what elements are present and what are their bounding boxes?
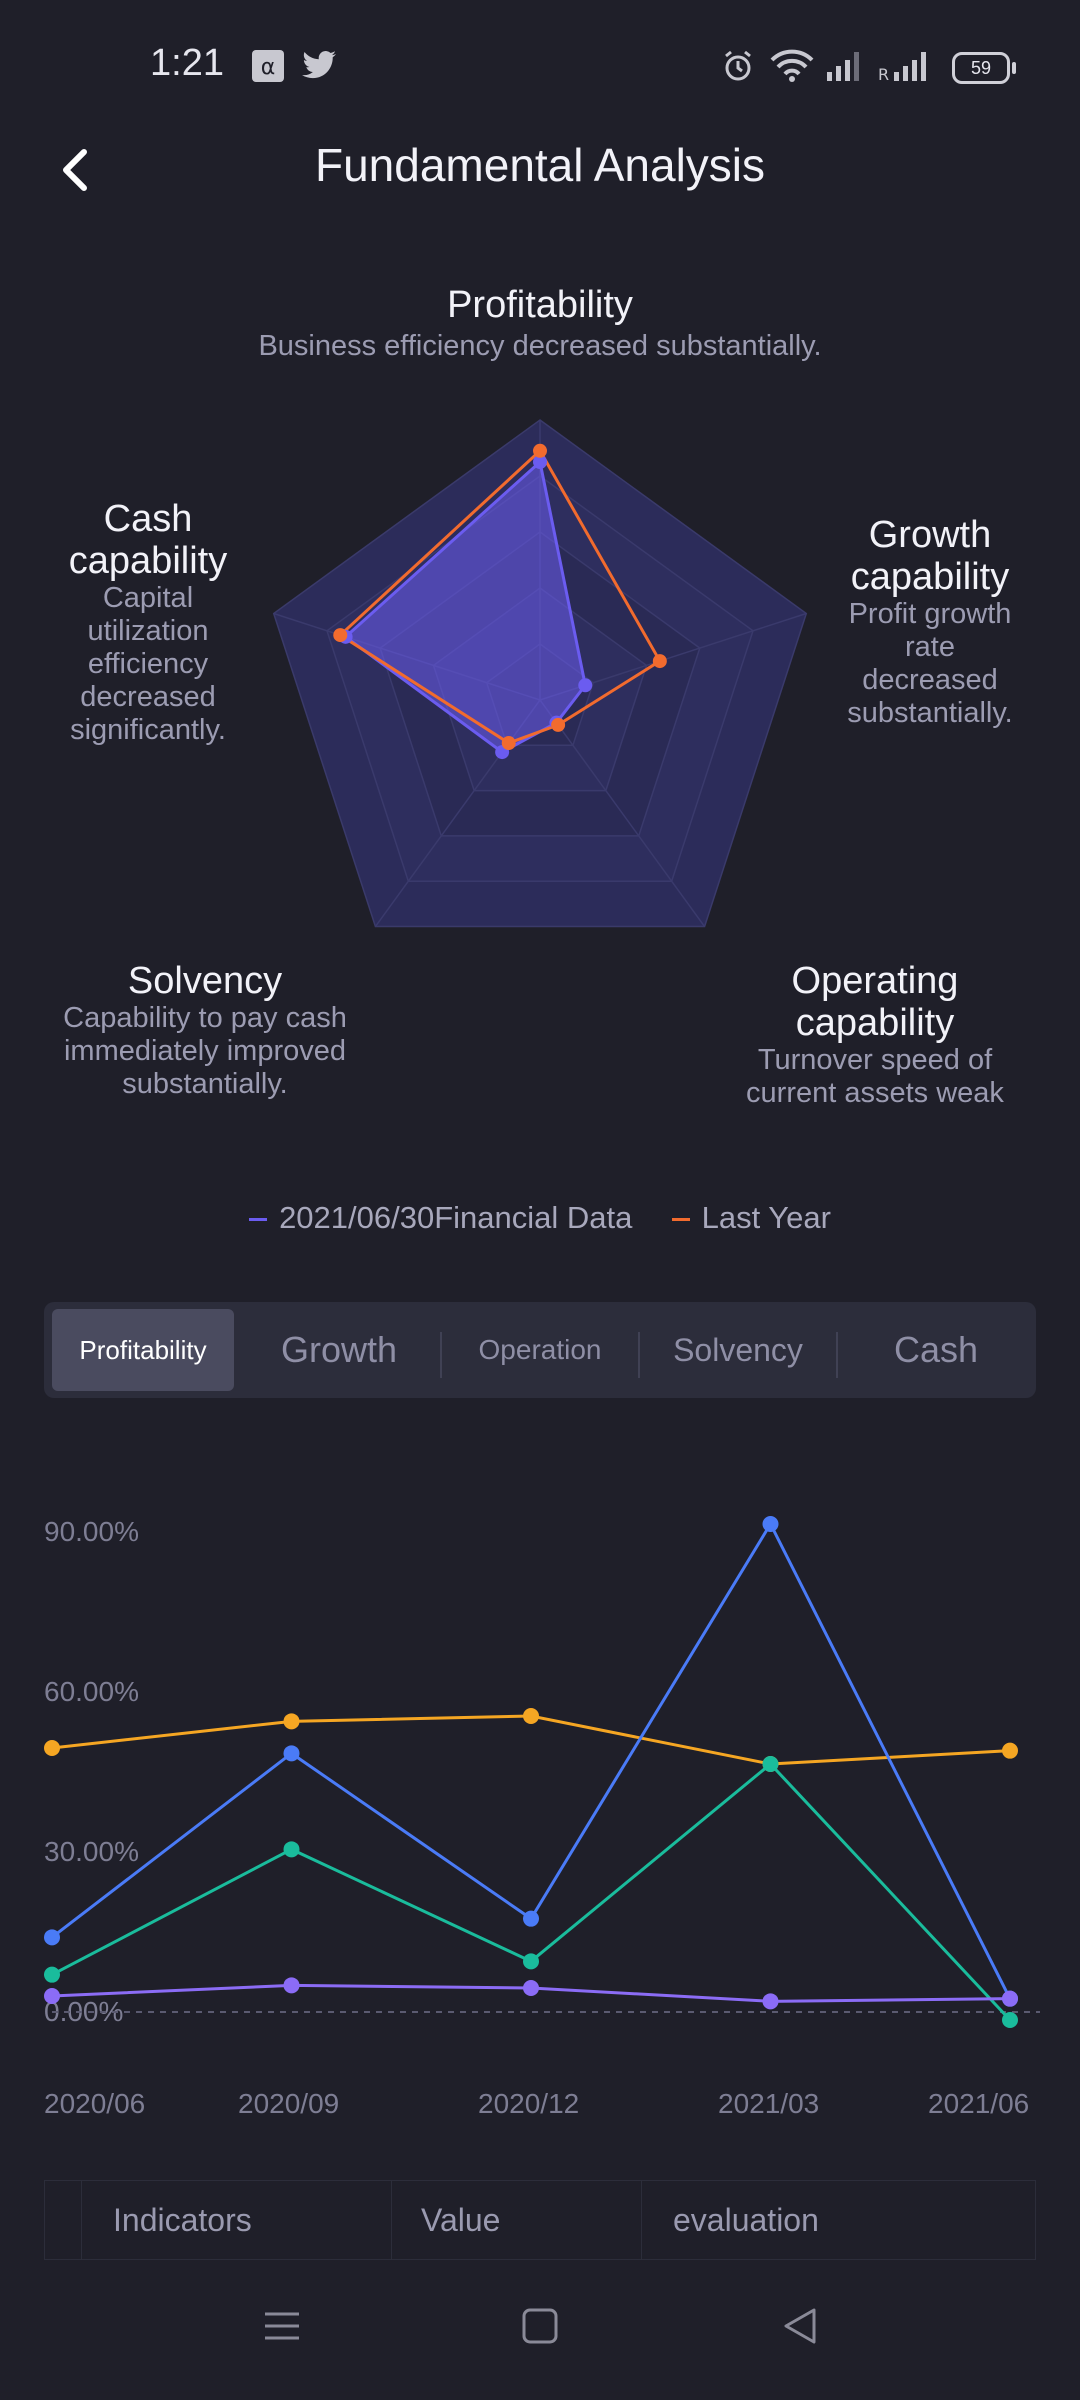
radar-point-last-year — [551, 717, 566, 732]
axis-title-cash: Cash capability — [68, 498, 228, 582]
home-icon[interactable] — [520, 2306, 560, 2351]
axis-title-operating: Operating capability — [791, 960, 959, 1044]
back-icon[interactable] — [780, 2306, 820, 2351]
data-point — [523, 1953, 539, 1970]
x-tick-label: 2021/06 — [928, 2088, 1030, 2119]
back-button[interactable] — [48, 140, 108, 200]
indicator-table-header: Indicators Value evaluation — [44, 2180, 1036, 2260]
wifi-icon — [770, 48, 814, 87]
battery-icon: 59 — [952, 52, 1016, 84]
signal-icon — [825, 50, 865, 87]
menu-icon[interactable] — [262, 2306, 302, 2351]
table-divider — [641, 2181, 642, 2259]
tab-growth[interactable]: Growth — [280, 1329, 398, 1370]
axis-desc-growth: Profit growth rate decreased substantial… — [847, 598, 1013, 729]
data-point — [283, 1841, 300, 1858]
column-header-evaluation: evaluation — [673, 2202, 819, 2238]
column-header-indicators: Indicators — [113, 2202, 252, 2238]
y-tick-label: 30.00% — [44, 1836, 139, 1867]
data-point — [283, 1713, 300, 1730]
legend-label-last-year: Last Year — [701, 1200, 831, 1235]
axis-desc-solvency: Capability to pay cash immediately impro… — [63, 1002, 347, 1100]
axis-desc-cash: Capital utilization efficiency decreased… — [70, 582, 226, 746]
data-point — [523, 1708, 539, 1724]
data-point — [1002, 1990, 1018, 2007]
data-point — [44, 1966, 60, 1983]
data-point — [44, 1988, 60, 2004]
tab-solvency[interactable]: Solvency — [673, 1332, 803, 1368]
data-point — [283, 1977, 300, 1994]
axis-desc-profitability: Business efficiency decreased substantia… — [258, 330, 822, 362]
radar-point-last-year — [501, 736, 516, 751]
svg-text:α: α — [261, 55, 276, 80]
axis-desc-operating: Turnover speed of current assets weak — [746, 1044, 1004, 1109]
x-tick-label: 2021/03 — [718, 2088, 820, 2119]
data-point — [523, 1980, 539, 1996]
data-point — [283, 1745, 300, 1762]
radar-spoke — [539, 699, 706, 927]
legend-swatch-current — [249, 1218, 268, 1222]
data-point — [44, 1740, 60, 1756]
legend-swatch-last-year — [671, 1218, 690, 1222]
legend-item-last-year: Last Year — [671, 1200, 831, 1235]
axis-title-profitability: Profitability — [447, 284, 633, 326]
table-divider — [391, 2181, 392, 2259]
column-header-value: Value — [421, 2202, 501, 2238]
data-point — [44, 1929, 60, 1946]
tab-operation[interactable]: Operation — [478, 1334, 602, 1365]
alarm-icon — [722, 50, 754, 87]
alpha-icon: α — [252, 50, 284, 87]
data-point — [762, 1516, 779, 1532]
data-point — [523, 1910, 539, 1927]
tab-bar: Profitability Growth Operation Solvency … — [44, 1302, 1036, 1398]
table-divider — [81, 2181, 82, 2259]
axis-title-solvency: Solvency — [127, 960, 283, 1002]
data-point — [762, 1756, 779, 1772]
chevron-left-icon — [63, 149, 87, 191]
legend: 2021/06/30Financial Data Last Year — [0, 1200, 1080, 1236]
line-series-1 — [51, 1520, 1012, 2000]
tab-profitability[interactable]: Profitability — [52, 1309, 234, 1391]
radar-series-last-year — [337, 448, 662, 745]
data-point — [1002, 1742, 1018, 1759]
page-title: Fundamental Analysis — [314, 139, 766, 191]
y-tick-label: 90.00% — [44, 1516, 139, 1547]
data-point — [1002, 2012, 1018, 2028]
radar-point-last-year — [533, 443, 547, 458]
twitter-icon — [302, 50, 338, 87]
x-tick-label: 2020/12 — [478, 2088, 580, 2119]
radar-point-last-year — [652, 654, 667, 669]
axis-title-growth: Growth capability — [850, 514, 1010, 598]
tab-divider — [440, 1332, 442, 1378]
signal-roaming-icon: R — [878, 50, 938, 87]
legend-item-current: 2021/06/30Financial Data — [249, 1200, 632, 1235]
radar-point-last-year — [333, 628, 348, 643]
tab-cash[interactable]: Cash — [893, 1329, 979, 1370]
legend-label-current: 2021/06/30Financial Data — [279, 1200, 633, 1235]
radar-chart — [272, 419, 808, 928]
tab-divider — [836, 1332, 838, 1378]
tab-divider — [638, 1332, 640, 1378]
y-tick-label: 60.00% — [44, 1676, 139, 1707]
x-tick-label: 2020/06 — [44, 2088, 146, 2119]
svg-text:R: R — [878, 65, 889, 82]
status-time: 1:21 — [150, 42, 224, 84]
x-tick-label: 2020/09 — [238, 2088, 340, 2119]
line-chart — [44, 1516, 1040, 2028]
radar-point-current — [533, 455, 547, 469]
radar-series-current — [343, 459, 587, 754]
data-point — [762, 1993, 779, 2010]
radar-point-current — [578, 678, 593, 693]
